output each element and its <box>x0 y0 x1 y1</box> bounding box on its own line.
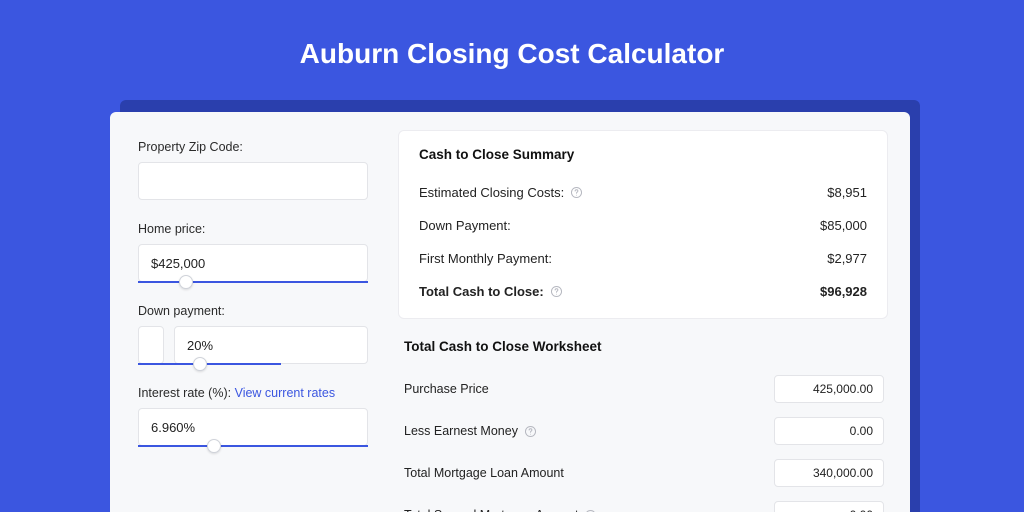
worksheet-row: Total Second Mortgage Amount <box>398 494 888 512</box>
summary-row-value: $8,951 <box>827 185 867 200</box>
interest-label-text: Interest rate (%): <box>138 386 231 400</box>
help-icon[interactable] <box>550 285 563 298</box>
calculator-card: Property Zip Code: Home price: Down paym… <box>110 112 910 512</box>
interest-slider-track[interactable] <box>138 445 368 447</box>
summary-box: Cash to Close Summary Estimated Closing … <box>398 130 888 319</box>
summary-row: Estimated Closing Costs: $8,951 <box>419 176 867 209</box>
summary-row-label: Down Payment: <box>419 218 511 233</box>
summary-row-value: $96,928 <box>820 284 867 299</box>
worksheet-row-input[interactable] <box>774 417 884 445</box>
summary-title: Cash to Close Summary <box>419 147 867 162</box>
summary-row-value: $2,977 <box>827 251 867 266</box>
down-payment-amount-input[interactable] <box>138 326 164 364</box>
worksheet-row: Less Earnest Money <box>398 410 888 452</box>
down-payment-field: Down payment: <box>138 304 368 364</box>
home-price-field: Home price: <box>138 222 368 282</box>
worksheet-row-input[interactable] <box>774 459 884 487</box>
interest-input[interactable] <box>138 408 368 446</box>
summary-row-label: First Monthly Payment: <box>419 251 552 266</box>
summary-row: Down Payment: $85,000 <box>419 209 867 242</box>
worksheet-row-label: Total Mortgage Loan Amount <box>404 466 564 480</box>
interest-label: Interest rate (%): View current rates <box>138 386 368 400</box>
view-rates-link[interactable]: View current rates <box>235 386 336 400</box>
home-price-slider-track[interactable] <box>138 281 368 283</box>
home-price-slider-thumb[interactable] <box>179 275 193 289</box>
worksheet-row-label: Less Earnest Money <box>404 424 537 438</box>
zip-input[interactable] <box>138 162 368 200</box>
help-icon[interactable] <box>584 509 597 512</box>
worksheet-title: Total Cash to Close Worksheet <box>398 333 888 368</box>
down-payment-slider-track[interactable] <box>138 363 281 365</box>
inputs-panel: Property Zip Code: Home price: Down paym… <box>110 112 390 512</box>
help-icon[interactable] <box>570 186 583 199</box>
summary-row: First Monthly Payment: $2,977 <box>419 242 867 275</box>
home-price-input[interactable] <box>138 244 368 282</box>
worksheet-section: Total Cash to Close Worksheet Purchase P… <box>398 333 888 512</box>
zip-field: Property Zip Code: <box>138 140 368 200</box>
worksheet-row-label: Purchase Price <box>404 382 489 396</box>
help-icon[interactable] <box>524 425 537 438</box>
worksheet-row-input[interactable] <box>774 501 884 512</box>
interest-slider-thumb[interactable] <box>207 439 221 453</box>
summary-row: Total Cash to Close: $96,928 <box>419 275 867 308</box>
worksheet-row: Total Mortgage Loan Amount <box>398 452 888 494</box>
worksheet-row-label: Total Second Mortgage Amount <box>404 508 597 512</box>
worksheet-row-input[interactable] <box>774 375 884 403</box>
summary-row-label: Estimated Closing Costs: <box>419 185 583 200</box>
summary-row-label: Total Cash to Close: <box>419 284 563 299</box>
results-panel: Cash to Close Summary Estimated Closing … <box>390 112 910 512</box>
interest-field: Interest rate (%): View current rates <box>138 386 368 446</box>
down-payment-slider-thumb[interactable] <box>193 357 207 371</box>
zip-label: Property Zip Code: <box>138 140 368 154</box>
page-title: Auburn Closing Cost Calculator <box>0 0 1024 70</box>
home-price-label: Home price: <box>138 222 368 236</box>
worksheet-row: Purchase Price <box>398 368 888 410</box>
summary-row-value: $85,000 <box>820 218 867 233</box>
down-payment-label: Down payment: <box>138 304 368 318</box>
